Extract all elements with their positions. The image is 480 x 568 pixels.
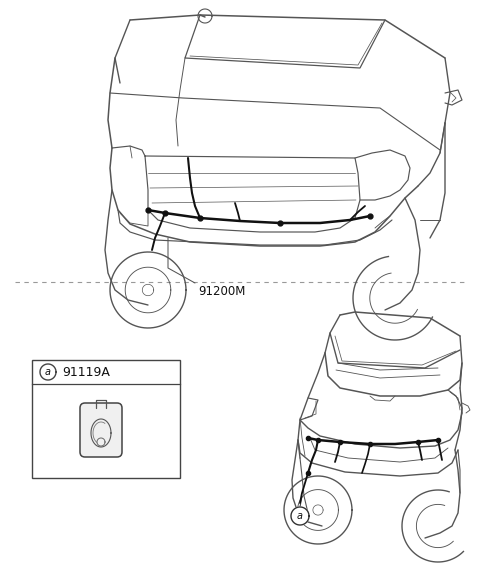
Text: 91119A: 91119A <box>62 365 110 378</box>
Text: 91200M: 91200M <box>198 285 245 298</box>
Bar <box>32 360 180 478</box>
Polygon shape <box>291 507 309 525</box>
Text: a: a <box>45 367 51 377</box>
FancyBboxPatch shape <box>80 403 122 457</box>
Text: a: a <box>297 511 303 521</box>
Polygon shape <box>40 364 56 380</box>
